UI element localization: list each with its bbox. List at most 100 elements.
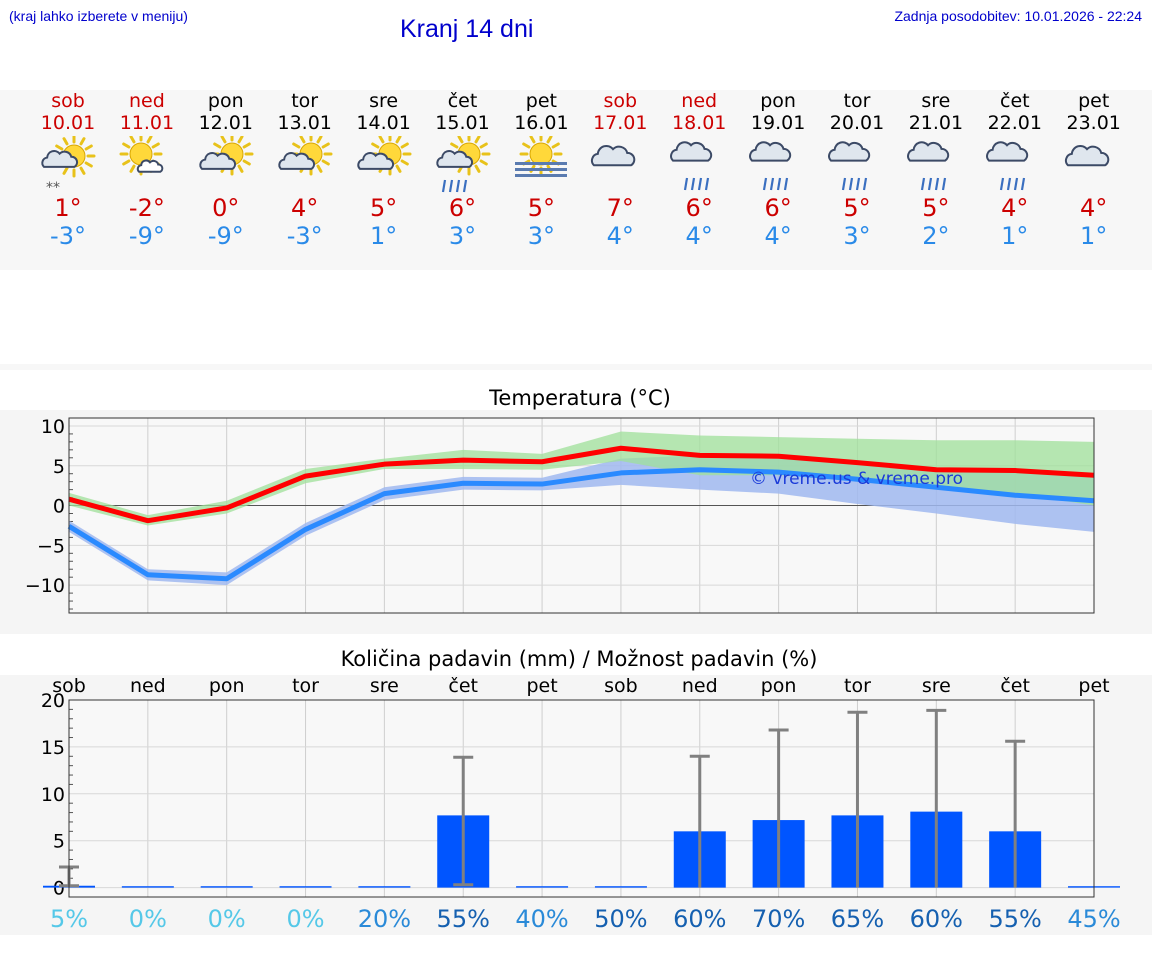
temperature-chart-title: Temperatura (°C)	[489, 386, 671, 410]
precipitation-chance-label: 0%	[208, 905, 246, 933]
precipitation-bar	[358, 886, 411, 888]
day-date: 19.01	[750, 112, 806, 134]
y-tick-label: 15	[41, 737, 65, 759]
temp-max: 1°	[54, 194, 82, 222]
y-tick-label: 5	[53, 456, 65, 478]
day-column: pet 23.01 4° 1°	[1054, 90, 1134, 250]
temp-min: 4°	[606, 222, 634, 250]
temp-max: 6°	[685, 194, 713, 222]
section-divider	[0, 364, 1152, 370]
day-column: ned 11.01 -2° -9°	[107, 90, 187, 250]
day-name: ned	[681, 90, 718, 112]
day-name: tor	[291, 90, 319, 112]
cloud-icon	[1064, 144, 1109, 167]
precipitation-chance-label: 40%	[515, 905, 568, 933]
precipitation-bar	[594, 886, 647, 888]
svg-text:**: **	[46, 180, 60, 194]
day-column: sre 14.01 5° 1°	[344, 90, 424, 250]
cloud-rain-icon	[749, 141, 792, 191]
day-name: pet	[525, 90, 557, 112]
precipitation-bar	[279, 886, 332, 888]
x-category-label: pon	[209, 675, 245, 697]
day-name: ned	[128, 90, 165, 112]
temp-min: 4°	[764, 222, 792, 250]
sun-cloud-icon	[356, 136, 412, 176]
temp-min: 2°	[922, 222, 950, 250]
temp-min: 1°	[1080, 222, 1108, 250]
y-tick-label: 20	[41, 690, 65, 712]
precipitation-bar	[121, 886, 174, 888]
y-tick-label: 10	[41, 416, 65, 438]
day-date: 22.01	[987, 112, 1042, 134]
temp-min: -3°	[286, 222, 323, 250]
precipitation-chart: 20 15 10 5 0 sob ned pon tor sre čet pet sob ned pon to…	[41, 675, 1121, 933]
x-category-label: ned	[130, 675, 166, 697]
day-column: čet 15.01 6° 3°	[423, 90, 503, 250]
temperature-chart: 10 5 0 −5 −10 © vreme.us & vreme.pro	[25, 416, 1095, 614]
day-name: sre	[369, 90, 399, 112]
day-column: ned 18.01 6° 4°	[659, 90, 739, 250]
day-date: 11.01	[119, 112, 175, 134]
y-tick-label: 5	[53, 831, 65, 853]
precipitation-chance-label: 55%	[988, 905, 1041, 933]
day-date: 23.01	[1066, 112, 1121, 134]
plot-frame	[68, 699, 1095, 898]
day-column: tor 20.01 5° 3°	[817, 90, 897, 250]
temp-max: 4°	[1080, 194, 1108, 222]
temp-max: -2°	[128, 194, 165, 222]
temp-min: 4°	[685, 222, 713, 250]
location-hint-link[interactable]: (kraj lahko izberete v meniju)	[9, 8, 188, 24]
day-column: sob 10.01 ** 1° -3°	[28, 90, 108, 250]
day-date: 12.01	[198, 112, 253, 134]
day-column: sob 17.01 7° 4°	[580, 90, 660, 250]
day-date: 14.01	[356, 112, 411, 134]
precipitation-chart-title: Količina padavin (mm) / Možnost padavin …	[340, 647, 818, 671]
x-category-label: sob	[604, 675, 638, 697]
temp-max: 5°	[369, 194, 398, 222]
plot-frame	[68, 417, 1095, 614]
precipitation-bar	[200, 886, 253, 888]
day-date: 13.01	[277, 112, 332, 134]
temp-min: 3°	[448, 222, 477, 250]
precipitation-chance-label: 0%	[286, 905, 324, 933]
day-name: sob	[603, 90, 638, 112]
day-name: sob	[51, 90, 85, 112]
temp-max: 6°	[448, 194, 477, 222]
day-column: pon 12.01 0° -9°	[186, 90, 266, 250]
day-date: 18.01	[671, 112, 727, 134]
y-tick-label: −10	[25, 575, 65, 597]
x-category-label: čet	[1000, 675, 1030, 697]
day-name: pon	[207, 90, 244, 112]
cloud-rain-icon	[670, 141, 713, 191]
day-date: 10.01	[40, 112, 96, 134]
x-category-label: sre	[922, 675, 951, 697]
day-date: 16.01	[514, 112, 569, 134]
cloud-icon	[591, 144, 636, 167]
precipitation-chance-label: 60%	[910, 905, 963, 933]
precipitation-bar	[516, 886, 569, 888]
y-tick-label: 0	[53, 496, 65, 518]
day-name: čet	[447, 90, 478, 112]
temp-max: 6°	[764, 194, 792, 222]
day-name: čet	[1000, 90, 1030, 112]
temp-max: 4°	[291, 194, 319, 222]
day-date: 15.01	[435, 112, 490, 134]
day-name: pet	[1078, 90, 1110, 112]
x-category-label: ned	[682, 675, 718, 697]
temp-min: -3°	[50, 222, 86, 250]
sun-fog-icon	[515, 136, 568, 177]
day-date: 17.01	[593, 112, 648, 134]
cloud-rain-icon	[907, 141, 949, 191]
sun-cloud-icon	[199, 136, 254, 176]
temp-min: 3°	[527, 222, 556, 250]
day-date: 20.01	[829, 112, 885, 134]
precipitation-chance-label: 60%	[673, 905, 726, 933]
sun-cloud-rain-icon	[435, 136, 490, 193]
min-temp-line	[67, 467, 1095, 582]
temp-max: 4°	[1001, 194, 1029, 222]
x-category-label: sre	[370, 675, 399, 697]
temp-min: -9°	[128, 222, 165, 250]
day-column: sre 21.01 5° 2°	[896, 90, 976, 250]
day-column: pet 16.01 5° 3°	[501, 90, 581, 250]
x-category-label: sob	[52, 675, 86, 697]
